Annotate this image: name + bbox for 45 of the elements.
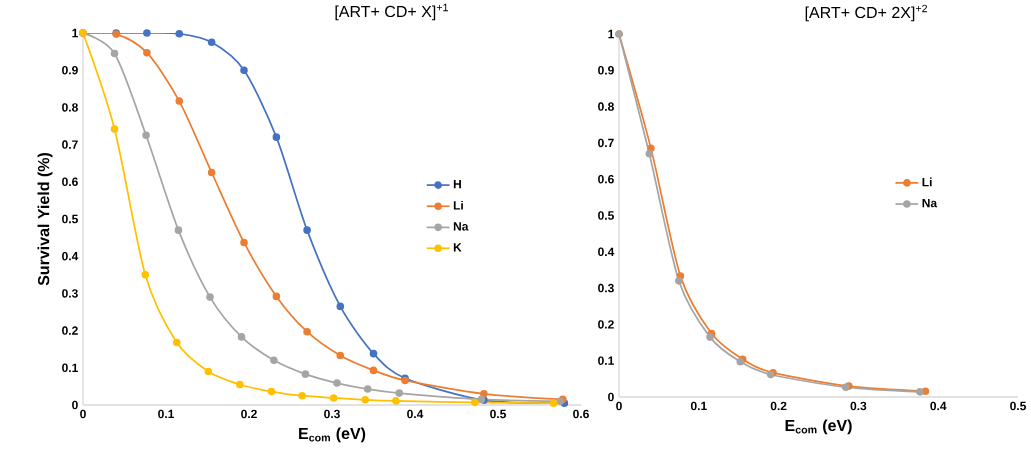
x-tick-label: 0	[616, 401, 622, 411]
y-tick-label: 0.2	[598, 320, 614, 329]
y-tick-label: 0.5	[598, 211, 614, 220]
x-tick-label: 0.6	[573, 409, 589, 419]
chart-title: [ART+ CD+ 2X]$^{+2}$	[805, 4, 928, 22]
y-tick-label: 0.9	[598, 66, 614, 75]
legend-label: H	[453, 179, 461, 189]
legend-label: Na	[453, 222, 469, 231]
x-tick-label: 0.2	[770, 401, 787, 411]
y-tick-label: 0.1	[598, 356, 614, 365]
x-tick-label: 0.5	[490, 409, 507, 419]
y-tick-label: 0.5	[62, 214, 78, 224]
y-tick-label: 0.1	[62, 363, 78, 373]
x-tick-label: 0.1	[690, 401, 707, 411]
x-tick-label: 0.4	[930, 401, 947, 411]
y-axis-title: Survival Yield (%)	[37, 152, 53, 286]
y-tick-label: 0.4	[598, 247, 615, 257]
x-axis-title: E$_{com}$ (eV)	[299, 427, 366, 443]
chart-title: [ART+ CD+ X]$^{+1}$	[335, 3, 448, 21]
legend-label: Li	[453, 200, 463, 210]
x-tick-label: 0	[80, 409, 86, 419]
legend-label: K	[453, 243, 462, 252]
y-tick-label: 0	[608, 392, 614, 402]
x-tick-label: 0.3	[850, 401, 867, 411]
y-tick-label: 0.2	[62, 326, 78, 335]
y-tick-label: 0.6	[598, 174, 614, 184]
y-tick-label: 0.3	[62, 289, 78, 298]
y-tick-label: 0.3	[598, 283, 614, 293]
y-tick-label: 0.8	[62, 103, 78, 112]
y-tick-label: 1	[608, 29, 614, 39]
x-tick-label: 0.5	[1010, 401, 1027, 411]
x-tick-label: 0.2	[241, 409, 257, 419]
y-tick-label: 0.8	[598, 102, 614, 111]
x-tick-label: 0.1	[158, 409, 175, 419]
x-axis-title: E$_{com}$ (eV)	[785, 419, 852, 435]
x-tick-label: 0.3	[324, 409, 340, 419]
legend-label: Na	[922, 198, 938, 208]
y-tick-label: 0.7	[598, 138, 614, 148]
x-tick-label: 0.4	[407, 409, 424, 419]
y-tick-label: 0.7	[62, 140, 78, 149]
y-tick-label: 1	[72, 28, 78, 38]
legend-label: Li	[922, 177, 932, 187]
y-tick-label: 0.4	[62, 251, 79, 261]
y-tick-label: 0.9	[62, 65, 78, 75]
y-tick-label: 0.6	[62, 177, 78, 187]
